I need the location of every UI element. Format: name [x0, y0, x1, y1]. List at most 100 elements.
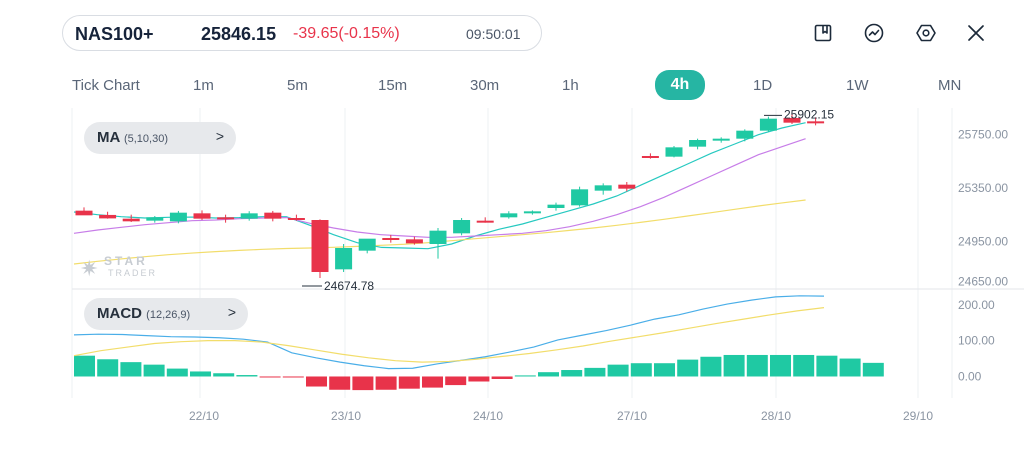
candle-body [240, 213, 258, 219]
chevron-right-icon: > [215, 128, 224, 144]
macd-histogram-bar [468, 376, 490, 382]
candle-body [193, 213, 211, 219]
macd-histogram-bar [862, 362, 884, 377]
candle [736, 129, 754, 142]
macd-histogram-bar [236, 375, 258, 377]
date-tick-label: 23/10 [331, 409, 361, 423]
candle-body [500, 213, 518, 218]
ma-indicator-params: (5,10,30) [123, 133, 168, 145]
macd-histogram-bar [561, 370, 583, 377]
candle-body [523, 211, 541, 214]
candle [264, 210, 282, 222]
macd-histogram-bar [677, 359, 699, 377]
macd-histogram-bar [74, 355, 95, 377]
candle-body [382, 238, 400, 240]
price-tick-label: 25750.00 [958, 128, 1008, 142]
current-price: 25846.15 [201, 24, 277, 44]
candle [476, 217, 494, 223]
ma-indicator-pill[interactable]: MA (5,10,30) > [84, 122, 236, 154]
candle [689, 138, 707, 150]
timeframe-4h[interactable]: 4h [655, 70, 705, 100]
macd-indicator-params: (12,26,9) [146, 309, 191, 321]
macd-histogram-bar [607, 364, 629, 377]
close-icon[interactable] [965, 22, 987, 44]
candle-body [217, 217, 235, 220]
ma-indicator-name: MA [97, 129, 120, 146]
price-tick-label: 24950.00 [958, 234, 1008, 248]
macd-histogram-bar [723, 354, 745, 377]
timeframe-1h[interactable]: 1h [562, 77, 579, 94]
candle-body [405, 239, 423, 244]
macd-histogram-bar [793, 354, 815, 377]
macd-histogram-bar [97, 359, 119, 377]
price-tick-label: 25350.00 [958, 181, 1008, 195]
candle [594, 183, 612, 195]
candle-body [618, 184, 636, 189]
low-price-label: 24674.78 [324, 279, 374, 293]
candle [429, 228, 447, 259]
candle-body [594, 185, 612, 191]
candle [99, 211, 117, 219]
candle [712, 137, 730, 143]
candle [335, 244, 353, 272]
settings-icon[interactable] [915, 22, 937, 44]
candle [240, 211, 258, 221]
macd-histogram-bar [491, 376, 513, 379]
candle [618, 182, 636, 192]
candle-body [736, 130, 754, 139]
candle-body [665, 147, 683, 157]
high-price-label: 25902.15 [784, 107, 834, 121]
date-tick-label: 22/10 [189, 409, 219, 423]
macd-indicator-pill[interactable]: MACD (12,26,9) > [84, 298, 248, 330]
candle [169, 210, 187, 224]
macd-histogram-bar [375, 376, 397, 390]
macd-histogram-bar [329, 376, 351, 390]
candle [75, 207, 93, 216]
bookmark-icon[interactable] [812, 22, 834, 44]
timeframe-5m[interactable]: 5m [287, 77, 308, 94]
macd-histogram-bar [190, 371, 211, 377]
candle [122, 214, 140, 222]
timeframe-tick-chart[interactable]: Tick Chart [72, 77, 140, 94]
timeframe-1m[interactable]: 1m [193, 77, 214, 94]
time-axis: 22/10 23/10 24/10 27/10 28/10 29/10 [189, 409, 933, 423]
macd-histogram-bar [816, 355, 838, 377]
macd-histogram-bar [143, 364, 165, 377]
date-tick-label: 24/10 [473, 409, 503, 423]
date-tick-label: 29/10 [903, 409, 933, 423]
candle-body [689, 140, 707, 147]
candle [783, 114, 801, 124]
candle-body [712, 138, 730, 141]
timeframe-mn[interactable]: MN [938, 77, 962, 94]
macd-histogram-bar [584, 367, 606, 377]
candle-body [476, 220, 494, 223]
timeframe-15m[interactable]: 15m [378, 77, 408, 94]
macd-histogram-bar [654, 363, 675, 377]
date-tick-label: 28/10 [761, 409, 791, 423]
timeframe-30m[interactable]: 30m [470, 77, 500, 94]
candle [665, 146, 683, 158]
macd-tick-label: 100.00 [958, 334, 995, 348]
macd-histogram-bar [839, 358, 861, 377]
macd-histogram-bar [306, 376, 327, 387]
timeframe-1w[interactable]: 1W [846, 77, 869, 94]
macd-histogram-bar [213, 373, 235, 377]
candle [641, 153, 659, 159]
candle-body [169, 212, 187, 222]
macd-histogram-bar [445, 376, 467, 386]
candle-body [429, 230, 447, 244]
timeframe-1d[interactable]: 1D [753, 77, 773, 94]
indicator-icon[interactable] [863, 22, 885, 44]
macd-histogram-bar [770, 354, 791, 377]
candle [453, 218, 471, 236]
macd-histogram-bar [746, 354, 768, 377]
candle [311, 219, 329, 279]
candle-body [759, 118, 777, 131]
macd-histogram-bar [120, 362, 142, 377]
macd-histogram-bar [352, 376, 374, 391]
candle-body [122, 218, 140, 222]
candle-body [146, 217, 164, 221]
macd-histogram-bar [538, 372, 559, 377]
macd-histogram-bar [398, 376, 420, 389]
